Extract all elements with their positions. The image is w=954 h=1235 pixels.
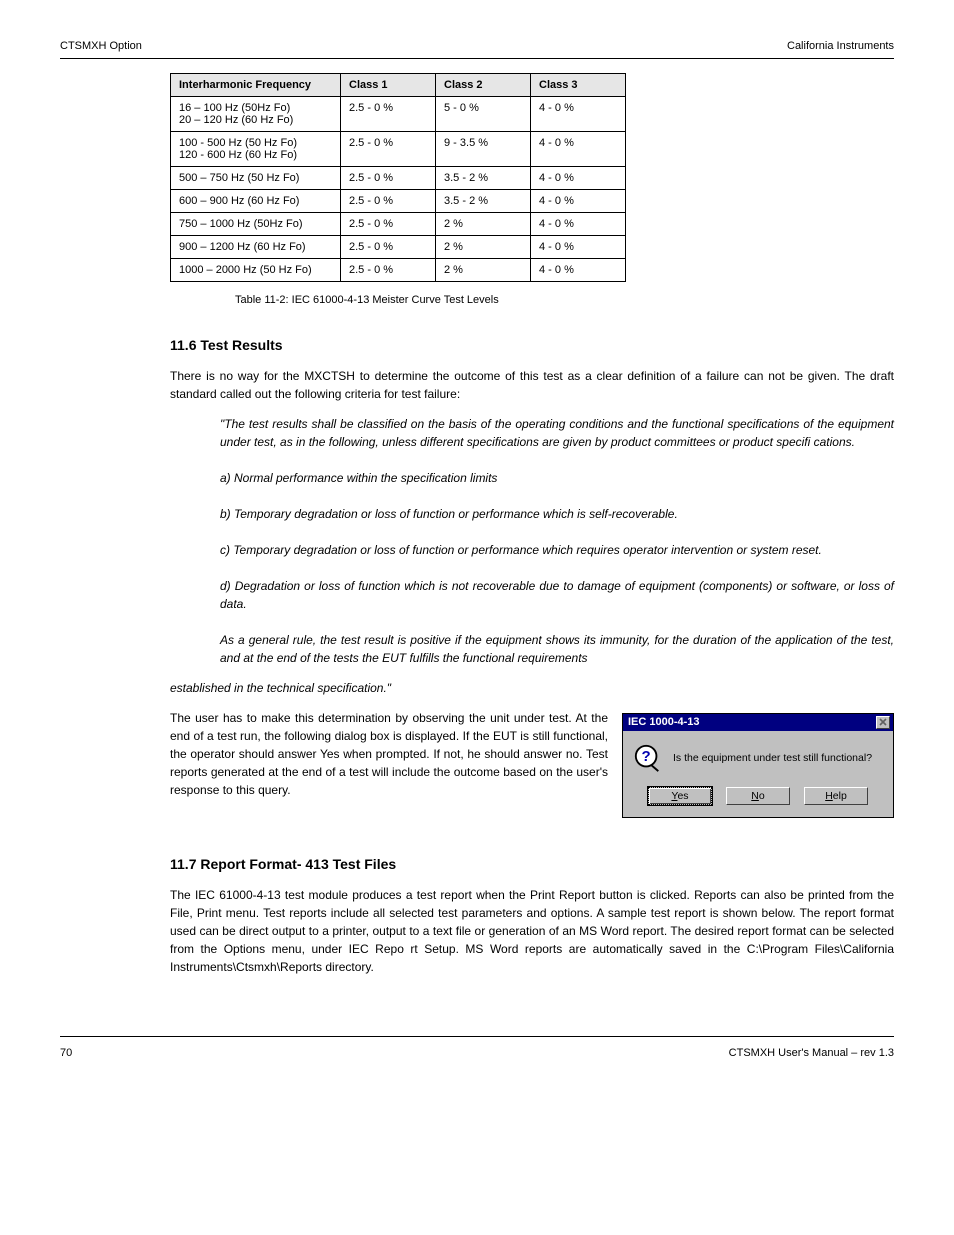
section-title-results: 11.6 Test Results xyxy=(170,337,894,353)
dialog-window: IEC 1000-4-13 ? Is xyxy=(622,713,894,818)
quote-line: a) Normal performance within the specifi… xyxy=(220,471,497,485)
table-cell: 4 - 0 % xyxy=(531,167,626,190)
table-cell: 500 – 750 Hz (50 Hz Fo) xyxy=(171,167,341,190)
col-header: Interharmonic Frequency xyxy=(171,74,341,97)
table-cell: 4 - 0 % xyxy=(531,259,626,282)
quote-line: d) Degradation or loss of function which… xyxy=(220,579,894,611)
table-cell: 3.5 - 2 % xyxy=(436,190,531,213)
table-cell: 100 - 500 Hz (50 Hz Fo)120 - 600 Hz (60 … xyxy=(171,132,341,167)
table-cell: 900 – 1200 Hz (60 Hz Fo) xyxy=(171,236,341,259)
table-cell: 4 - 0 % xyxy=(531,190,626,213)
table-cell: 2.5 - 0 % xyxy=(341,97,436,132)
results-intro: There is no way for the MXCTSH to determ… xyxy=(170,367,894,403)
yes-button[interactable]: Yes xyxy=(648,787,712,805)
section-title-report: 11.7 Report Format- 413 Test Files xyxy=(170,856,894,872)
close-icon[interactable] xyxy=(876,716,890,729)
quote-block: "The test results shall be classified on… xyxy=(220,415,894,667)
table-row: 900 – 1200 Hz (60 Hz Fo)2.5 - 0 %2 %4 - … xyxy=(171,236,626,259)
table-cell: 16 – 100 Hz (50Hz Fo)20 – 120 Hz (60 Hz … xyxy=(171,97,341,132)
table-cell: 4 - 0 % xyxy=(531,213,626,236)
table-cell: 2.5 - 0 % xyxy=(341,259,436,282)
col-header: Class 2 xyxy=(436,74,531,97)
table-cell: 2 % xyxy=(436,259,531,282)
table-header-row: Interharmonic Frequency Class 1 Class 2 … xyxy=(171,74,626,97)
table-cell: 2.5 - 0 % xyxy=(341,236,436,259)
quote-line: "The test results shall be classified on… xyxy=(220,417,471,431)
no-button[interactable]: No xyxy=(726,787,790,805)
dialog-figure: IEC 1000-4-13 ? Is xyxy=(622,713,894,818)
table-row: 16 – 100 Hz (50Hz Fo)20 – 120 Hz (60 Hz … xyxy=(171,97,626,132)
question-icon: ? xyxy=(633,743,663,773)
table-row: 600 – 900 Hz (60 Hz Fo)2.5 - 0 %3.5 - 2 … xyxy=(171,190,626,213)
svg-text:?: ? xyxy=(642,747,651,764)
dialog-titlebar: IEC 1000-4-13 xyxy=(623,714,893,731)
body-text: this query. xyxy=(236,783,290,797)
table-row: 1000 – 2000 Hz (50 Hz Fo)2.5 - 0 %2 %4 -… xyxy=(171,259,626,282)
page-number: 70 xyxy=(60,1047,72,1059)
table-cell: 1000 – 2000 Hz (50 Hz Fo) xyxy=(171,259,341,282)
table-cell: 9 - 3.5 % xyxy=(436,132,531,167)
quote-line: As a general rule, the test result is po… xyxy=(220,633,894,665)
table-cell: 4 - 0 % xyxy=(531,236,626,259)
table-cell: 2.5 - 0 % xyxy=(341,213,436,236)
table-cell: 600 – 900 Hz (60 Hz Fo) xyxy=(171,190,341,213)
table-cell: 2 % xyxy=(436,213,531,236)
table-cell: 4 - 0 % xyxy=(531,97,626,132)
table-cell: 5 - 0 % xyxy=(436,97,531,132)
table-cell: 2 % xyxy=(436,236,531,259)
report-p1: The IEC 61000-4-13 test module produces … xyxy=(170,886,894,976)
table-cell: 3.5 - 2 % xyxy=(436,167,531,190)
help-button[interactable]: Help xyxy=(804,787,868,805)
table-cell: 2.5 - 0 % xyxy=(341,190,436,213)
test-levels-table: Interharmonic Frequency Class 1 Class 2 … xyxy=(170,73,626,282)
header-rule xyxy=(60,58,894,59)
col-header: Class 3 xyxy=(531,74,626,97)
header-left: CTSMXH Option xyxy=(60,40,142,52)
table-row: 100 - 500 Hz (50 Hz Fo)120 - 600 Hz (60 … xyxy=(171,132,626,167)
table-caption: Table 11-2: IEC 61000-4-13 Meister Curve… xyxy=(235,292,894,309)
table-cell: 4 - 0 % xyxy=(531,132,626,167)
table-cell: 750 – 1000 Hz (50Hz Fo) xyxy=(171,213,341,236)
header-right: California Instruments xyxy=(787,40,894,52)
table-cell: 2.5 - 0 % xyxy=(341,132,436,167)
dialog-message: Is the equipment under test still functi… xyxy=(673,752,872,764)
table-cell: 2.5 - 0 % xyxy=(341,167,436,190)
quote-tail: established in the technical specificati… xyxy=(170,679,894,697)
dialog-title-text: IEC 1000-4-13 xyxy=(628,716,700,728)
quote-line: c) Temporary degradation or loss of func… xyxy=(220,543,822,557)
table-row: 500 – 750 Hz (50 Hz Fo)2.5 - 0 %3.5 - 2 … xyxy=(171,167,626,190)
page-footer: 70 CTSMXH User's Manual – rev 1.3 xyxy=(60,1036,894,1059)
quote-line: b) Temporary degradation or loss of func… xyxy=(220,507,678,521)
footer-right: CTSMXH User's Manual – rev 1.3 xyxy=(729,1047,894,1059)
col-header: Class 1 xyxy=(341,74,436,97)
table-row: 750 – 1000 Hz (50Hz Fo)2.5 - 0 %2 %4 - 0… xyxy=(171,213,626,236)
